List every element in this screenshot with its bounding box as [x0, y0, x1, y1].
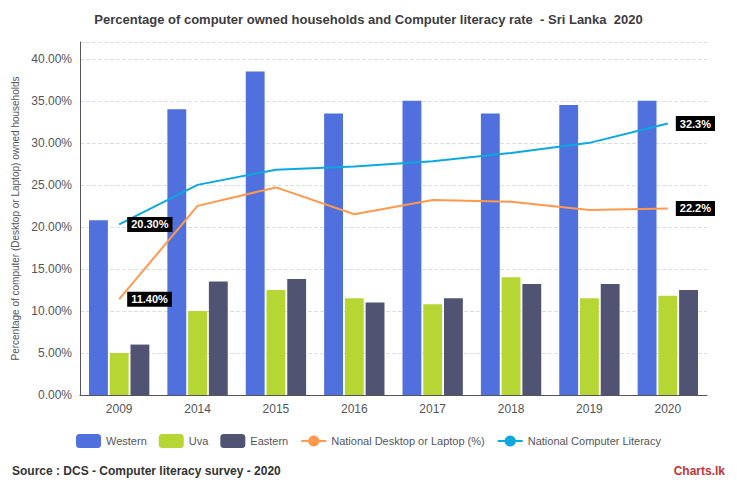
- svg-text:Western: Western: [106, 435, 147, 447]
- svg-text:Charts.lk: Charts.lk: [674, 464, 726, 478]
- svg-text:0.00%: 0.00%: [38, 388, 72, 402]
- svg-text:National Computer Literacy: National Computer Literacy: [528, 435, 662, 447]
- svg-text:Source : DCS - Computer litera: Source : DCS - Computer literacy survey …: [12, 464, 281, 478]
- svg-text:10.00%: 10.00%: [31, 304, 72, 318]
- svg-text:2016: 2016: [341, 402, 368, 416]
- svg-text:25.00%: 25.00%: [31, 178, 72, 192]
- svg-text:Uva: Uva: [189, 435, 209, 447]
- svg-text:National Desktop or Laptop (%): National Desktop or Laptop (%): [331, 435, 484, 447]
- svg-text:2020: 2020: [654, 402, 681, 416]
- svg-text:20.30%: 20.30%: [131, 218, 169, 230]
- svg-text:22.2%: 22.2%: [680, 202, 711, 214]
- svg-text:2017: 2017: [419, 402, 446, 416]
- svg-text:2015: 2015: [263, 402, 290, 416]
- svg-text:Eastern: Eastern: [250, 435, 288, 447]
- svg-text:2009: 2009: [106, 402, 133, 416]
- svg-text:35.00%: 35.00%: [31, 94, 72, 108]
- svg-text:32.3%: 32.3%: [680, 118, 711, 130]
- svg-text:5.00%: 5.00%: [38, 346, 72, 360]
- svg-text:2014: 2014: [184, 402, 211, 416]
- svg-text:Percentage of computer (Deskto: Percentage of computer (Desktop or Lapto…: [10, 76, 21, 360]
- svg-text:2018: 2018: [498, 402, 525, 416]
- svg-text:30.00%: 30.00%: [31, 136, 72, 150]
- svg-text:Percentage of computer owned h: Percentage of computer owned households …: [94, 12, 642, 27]
- svg-text:20.00%: 20.00%: [31, 220, 72, 234]
- svg-text:11.40%: 11.40%: [131, 293, 168, 305]
- svg-text:15.00%: 15.00%: [31, 262, 72, 276]
- svg-text:2019: 2019: [576, 402, 603, 416]
- svg-text:40.00%: 40.00%: [31, 52, 72, 66]
